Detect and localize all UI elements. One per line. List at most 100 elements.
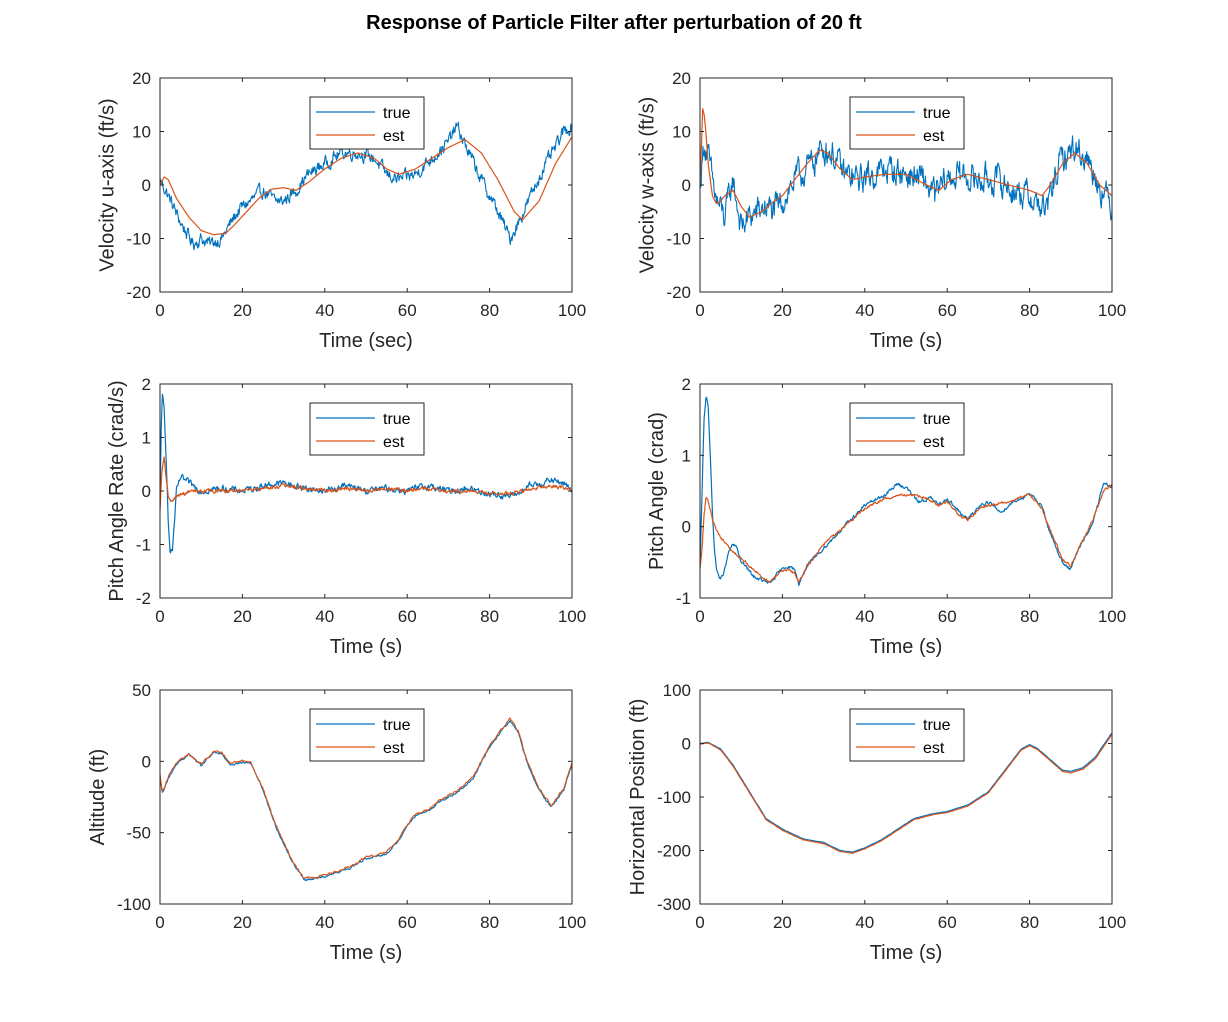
- x-tick-label: 40: [315, 607, 334, 626]
- legend-label-est: est: [923, 740, 945, 757]
- x-tick-label: 20: [233, 913, 252, 932]
- y-tick-label: 20: [132, 69, 151, 88]
- legend-label-true: true: [923, 411, 951, 428]
- x-tick-label: 80: [1020, 301, 1039, 320]
- legend-box: [309, 96, 425, 150]
- subplot-1: 0 20 40 60 80 100 -20 -10 0 10 20 Time (sec) Velocit…: [97, 69, 587, 352]
- series-est-line: [160, 456, 572, 512]
- x-axis-label: Time (s): [870, 636, 943, 658]
- x-tick-label: 40: [855, 301, 874, 320]
- legend-box: [309, 402, 425, 456]
- y-tick-label: -1: [676, 589, 691, 608]
- x-tick-label: 40: [855, 913, 874, 932]
- series-est-line: [160, 136, 572, 236]
- y-tick-label: 1: [682, 446, 691, 465]
- legend-label-true: true: [383, 411, 411, 428]
- y-axis-label: Horizontal Position (ft): [627, 699, 649, 896]
- y-tick-label: 0: [682, 735, 691, 754]
- legend-box: [849, 96, 965, 150]
- x-tick-label: 0: [695, 913, 704, 932]
- y-tick-label: -10: [126, 230, 151, 249]
- x-tick-label: 100: [558, 607, 586, 626]
- series-est-line: [700, 107, 1112, 218]
- y-tick-label: 1: [142, 429, 151, 448]
- series-true-line: [700, 732, 1112, 853]
- legend-label-est: est: [383, 434, 405, 451]
- y-tick-label: 10: [672, 123, 691, 142]
- legend-box: [849, 402, 965, 456]
- x-tick-label: 100: [558, 913, 586, 932]
- legend-label-true: true: [383, 717, 411, 734]
- y-tick-label: 2: [142, 375, 151, 394]
- x-tick-label: 80: [1020, 607, 1039, 626]
- y-tick-label: 50: [132, 681, 151, 700]
- legend: true est: [309, 402, 425, 456]
- x-tick-label: 40: [855, 607, 874, 626]
- x-tick-label: 60: [398, 913, 417, 932]
- y-tick-label: 0: [142, 176, 151, 195]
- legend: true est: [849, 96, 965, 150]
- legend-label-true: true: [383, 105, 411, 122]
- x-tick-label: 20: [233, 607, 252, 626]
- x-tick-label: 60: [398, 607, 417, 626]
- x-tick-label: 0: [155, 301, 164, 320]
- legend: true est: [309, 96, 425, 150]
- x-tick-label: 0: [155, 607, 164, 626]
- y-tick-label: 0: [142, 752, 151, 771]
- legend-label-est: est: [923, 434, 945, 451]
- y-tick-label: 0: [682, 176, 691, 195]
- x-tick-label: 20: [233, 301, 252, 320]
- y-axis-label: Velocity u-axis (ft/s): [97, 98, 119, 271]
- series-true-line: [160, 121, 572, 251]
- legend-label-true: true: [923, 105, 951, 122]
- x-tick-label: 100: [1098, 913, 1126, 932]
- y-tick-label: -50: [126, 824, 151, 843]
- x-tick-label: 0: [695, 607, 704, 626]
- y-axis-label: Altitude (ft): [87, 749, 109, 846]
- figure-title: Response of Particle Filter after pertur…: [366, 12, 862, 34]
- x-tick-label: 20: [773, 913, 792, 932]
- y-tick-label: -20: [126, 283, 151, 302]
- legend: true est: [309, 708, 425, 762]
- x-axis-label: Time (sec): [319, 330, 413, 352]
- x-tick-label: 60: [938, 913, 957, 932]
- y-axis-label: Pitch Angle Rate (crad/s): [106, 380, 128, 601]
- y-tick-label: 20: [672, 69, 691, 88]
- y-tick-label: 0: [682, 518, 691, 537]
- series-est-line: [700, 484, 1112, 583]
- y-tick-label: 100: [663, 681, 691, 700]
- y-tick-label: -200: [657, 842, 691, 861]
- series-est-line: [700, 734, 1112, 855]
- y-axis-label: Velocity w-axis (ft/s): [637, 97, 659, 274]
- y-tick-label: 0: [142, 482, 151, 501]
- x-tick-label: 20: [773, 607, 792, 626]
- x-tick-label: 80: [480, 913, 499, 932]
- y-tick-label: -100: [117, 895, 151, 914]
- subplot-6: 0 20 40 60 80 100 -300 -200 -100 0 100 Time (s) Hori…: [627, 681, 1126, 964]
- x-tick-label: 40: [315, 913, 334, 932]
- x-tick-label: 0: [155, 913, 164, 932]
- x-tick-label: 20: [773, 301, 792, 320]
- x-tick-label: 100: [1098, 301, 1126, 320]
- x-axis-label: Time (s): [330, 942, 403, 964]
- x-tick-label: 100: [558, 301, 586, 320]
- axes-box: [699, 383, 1113, 599]
- axes-box: [159, 689, 573, 905]
- x-tick-label: 60: [938, 301, 957, 320]
- x-tick-label: 60: [398, 301, 417, 320]
- y-tick-label: -100: [657, 788, 691, 807]
- x-axis-label: Time (s): [870, 330, 943, 352]
- x-tick-label: 80: [480, 607, 499, 626]
- y-tick-label: -20: [666, 283, 691, 302]
- legend: true est: [849, 402, 965, 456]
- y-tick-label: -1: [136, 536, 151, 555]
- legend-box: [849, 708, 965, 762]
- legend-label-true: true: [923, 717, 951, 734]
- y-tick-label: -2: [136, 589, 151, 608]
- x-tick-label: 0: [695, 301, 704, 320]
- y-tick-label: -300: [657, 895, 691, 914]
- legend-label-est: est: [923, 128, 945, 145]
- y-tick-label: -10: [666, 230, 691, 249]
